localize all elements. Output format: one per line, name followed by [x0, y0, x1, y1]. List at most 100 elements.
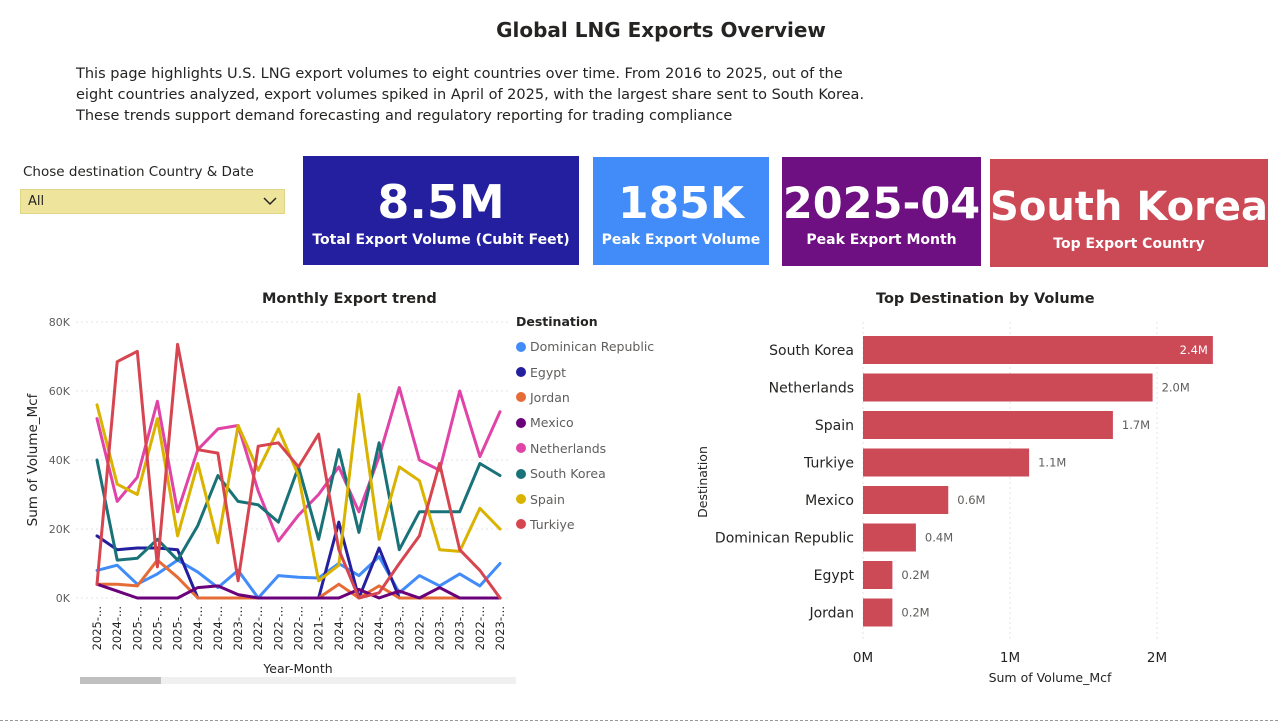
x-tick-label: 2023-...: [493, 606, 507, 650]
x-tick-label: 2023-...: [231, 606, 245, 650]
y-tick-label: Turkiye: [803, 456, 854, 472]
data-label: 0.4M: [925, 531, 953, 545]
series-line[interactable]: [95, 582, 502, 600]
kpi-card-peak-volume[interactable]: 185K Peak Export Volume: [593, 157, 769, 265]
y-tick-label: 80K: [49, 316, 71, 329]
legend-dot-icon: [516, 417, 526, 428]
monthly-export-line-chart[interactable]: 0K 20K 40K 60K 80K Sum of Volume_Mcf 2025-... 2…: [0, 310, 520, 690]
x-tick-label: 2025-...: [90, 606, 104, 650]
intro-text: This page highlights U.S. LNG export vol…: [76, 64, 864, 127]
x-tick-label: 2023-...: [453, 606, 467, 650]
kpi-card-total-volume[interactable]: 8.5M Total Export Volume (Cubit Feet): [303, 156, 579, 265]
legend-dot-icon: [516, 494, 526, 505]
x-axis-title: Year-Month: [262, 661, 332, 676]
legend-label: Mexico: [530, 415, 574, 431]
data-label: 2.0M: [1162, 381, 1190, 395]
x-tick-label: 2025-...: [130, 606, 144, 650]
x-tick-label: 2023-...: [392, 606, 406, 650]
y-tick-label: Netherlands: [769, 381, 854, 397]
scrollbar-thumb[interactable]: [80, 677, 161, 684]
y-tick-label: 20K: [49, 523, 71, 536]
bar[interactable]: [863, 486, 949, 514]
series-line[interactable]: [95, 342, 502, 600]
legend-label: Dominican Republic: [530, 339, 655, 355]
bar[interactable]: [863, 336, 1213, 364]
intro-line: These trends support demand forecasting …: [76, 108, 733, 124]
intro-line: This page highlights U.S. LNG export vol…: [76, 66, 843, 82]
x-tick-label: 2025-...: [171, 606, 185, 650]
bar[interactable]: [863, 561, 893, 589]
kpi-label: Total Export Volume (Cubit Feet): [312, 232, 570, 248]
line-chart-title: Monthly Export trend: [262, 291, 437, 307]
y-tick-label: 60K: [49, 385, 71, 398]
kpi-card-peak-month[interactable]: 2025-04 Peak Export Month: [782, 157, 981, 266]
legend-dot-icon: [516, 367, 526, 378]
bar[interactable]: [863, 448, 1030, 477]
legend-item[interactable]: Spain: [516, 486, 654, 511]
legend-item[interactable]: Egypt: [516, 359, 654, 384]
legend-label: Egypt: [530, 364, 567, 380]
kpi-card-top-country[interactable]: South Korea Top Export Country: [990, 159, 1268, 267]
legend-item[interactable]: Netherlands: [516, 436, 654, 461]
legend-dot-icon: [516, 519, 526, 530]
bar[interactable]: [863, 598, 893, 627]
chevron-down-icon[interactable]: [263, 195, 277, 207]
legend-dot-icon: [516, 468, 526, 479]
y-tick-label: Dominican Republic: [715, 531, 854, 547]
legend-item[interactable]: Turkiye: [516, 512, 654, 537]
legend-dot-icon: [516, 443, 526, 454]
x-tick-label: 2024-...: [332, 606, 346, 650]
y-axis-title: Destination: [695, 446, 710, 518]
series-line[interactable]: [95, 555, 502, 600]
y-tick-label: 0K: [56, 592, 71, 605]
x-axis-title: Sum of Volume_Mcf: [989, 670, 1112, 685]
kpi-value: 8.5M: [377, 175, 505, 229]
legend-item[interactable]: Dominican Republic: [516, 334, 654, 359]
legend-title: Destination: [516, 314, 598, 329]
x-tick-label: 1M: [1000, 650, 1020, 666]
x-tick-label: 2024-...: [191, 606, 205, 650]
x-tick-label: 2022-...: [412, 606, 426, 650]
y-tick-label: Jordan: [808, 606, 854, 622]
destination-date-slicer[interactable]: All: [20, 189, 285, 214]
y-tick-label: 40K: [49, 454, 71, 467]
kpi-label: Peak Export Volume: [601, 232, 761, 248]
x-tick-label: 2022-...: [352, 606, 366, 650]
legend-label: Turkiye: [530, 516, 575, 532]
kpi-value: South Korea: [990, 184, 1268, 230]
x-tick-label: 0M: [853, 650, 873, 666]
bar[interactable]: [863, 373, 1153, 402]
x-tick-label: 2021-...: [312, 606, 326, 650]
y-axis-title: Sum of Volume_Mcf: [25, 392, 41, 526]
x-tick-label: 2022-...: [271, 606, 285, 650]
series-line[interactable]: [95, 386, 502, 543]
page-title: Global LNG Exports Overview: [496, 18, 826, 42]
bar[interactable]: [863, 523, 916, 552]
legend-item[interactable]: South Korea: [516, 461, 654, 486]
top-destination-bar-chart[interactable]: 0M 1M 2M Sum of Volume_Mcf Destination South …: [690, 310, 1250, 690]
y-tick-label: Mexico: [805, 493, 854, 509]
slicer-label: Chose destination Country & Date: [23, 164, 254, 180]
slicer-value: All: [28, 194, 45, 209]
legend-item[interactable]: Jordan: [516, 385, 654, 410]
x-tick-label: 2024-...: [372, 606, 386, 650]
series-line[interactable]: [95, 392, 502, 583]
x-tick-label: 2022-...: [251, 606, 265, 650]
x-tick-label: 2022-...: [292, 606, 306, 650]
x-tick-label: 2024-...: [211, 606, 225, 650]
kpi-label: Top Export Country: [1053, 236, 1205, 252]
y-tick-label: South Korea: [769, 343, 854, 359]
data-label: 2.4M: [1180, 343, 1208, 357]
x-tick-label: 2024-...: [110, 606, 124, 650]
y-tick-label: Spain: [815, 418, 854, 434]
scrollbar-track[interactable]: [80, 677, 516, 684]
x-tick-label: 2M: [1147, 650, 1167, 666]
legend-label: Spain: [530, 491, 565, 507]
legend-item[interactable]: Mexico: [516, 410, 654, 435]
data-label: 0.2M: [901, 568, 929, 582]
legend-label: South Korea: [530, 466, 606, 482]
kpi-label: Peak Export Month: [806, 232, 957, 248]
bar[interactable]: [863, 411, 1113, 439]
data-label: 1.7M: [1122, 418, 1150, 432]
legend-dot-icon: [516, 341, 526, 352]
